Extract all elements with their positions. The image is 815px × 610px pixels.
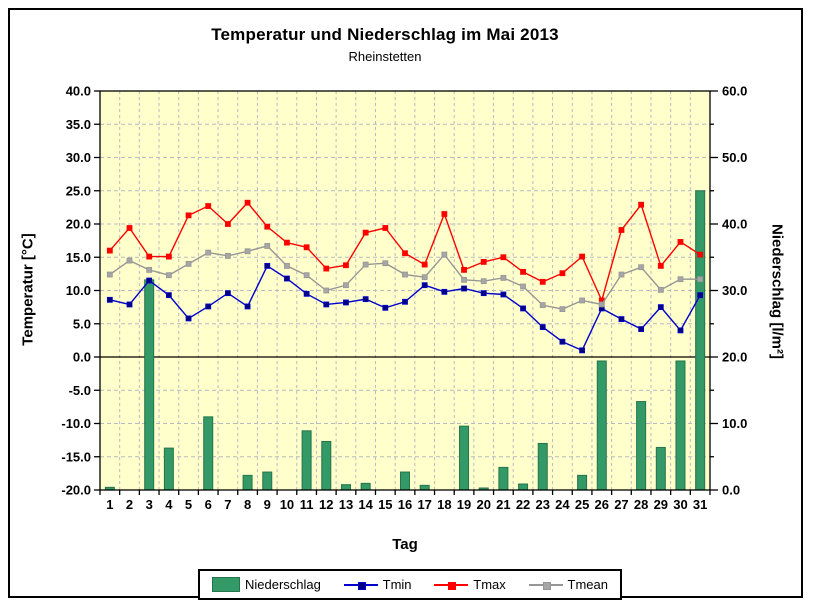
svg-text:16: 16 [398,497,412,512]
svg-text:40.0: 40.0 [722,217,747,232]
svg-text:50.0: 50.0 [722,150,747,165]
tmean-swatch [528,579,563,591]
chart-title: Temperatur und Niederschlag im Mai 2013 [211,25,559,44]
svg-text:25.0: 25.0 [66,183,91,198]
svg-text:30.0: 30.0 [722,283,747,298]
svg-text:19: 19 [457,497,471,512]
legend-item-tmean: Tmean [528,577,608,592]
x-axis-labels: 1 2 3 4 5 6 7 8 9 10 11 12 13 14 15 16 17 18 19 20 21 22 23 24 2… [106,497,707,512]
svg-text:5.0: 5.0 [73,316,91,331]
svg-text:28: 28 [634,497,648,512]
svg-text:31: 31 [693,497,707,512]
svg-text:20: 20 [476,497,490,512]
svg-text:35.0: 35.0 [66,117,91,132]
legend-label-niederschlag: Niederschlag [245,577,321,592]
svg-text:1: 1 [106,497,113,512]
svg-text:0.0: 0.0 [722,483,740,498]
legend-item-niederschlag: Niederschlag [212,577,321,592]
svg-text:40.0: 40.0 [66,84,91,99]
legend-label-tmean: Tmean [567,577,608,592]
svg-text:30.0: 30.0 [66,150,91,165]
svg-text:10: 10 [280,497,294,512]
svg-text:15: 15 [378,497,392,512]
svg-text:17: 17 [417,497,431,512]
svg-text:21: 21 [496,497,510,512]
svg-text:4: 4 [165,497,173,512]
svg-text:24: 24 [555,497,570,512]
svg-text:-5.0: -5.0 [69,383,91,398]
svg-text:10.0: 10.0 [66,283,91,298]
tmin-swatch [343,579,378,591]
line-tmax [106,199,704,304]
svg-text:20.0: 20.0 [66,217,91,232]
tmax-swatch [434,579,469,591]
svg-text:30: 30 [673,497,687,512]
axis-ticks [94,90,718,495]
svg-text:26: 26 [595,497,609,512]
legend-item-tmax: Tmax [434,577,506,592]
right-axis-title: Niederschlag [l/m²] [768,223,786,360]
svg-text:20.0: 20.0 [722,350,747,365]
left-axis-title: Temperatur [°C] [19,233,37,346]
svg-text:10.0: 10.0 [722,416,747,431]
svg-text:22: 22 [516,497,530,512]
legend-item-tmin: Tmin [343,577,412,592]
svg-text:12: 12 [319,497,333,512]
svg-text:0.0: 0.0 [73,350,91,365]
svg-text:2: 2 [126,497,133,512]
svg-text:-15.0: -15.0 [61,449,91,464]
svg-text:13: 13 [339,497,353,512]
svg-text:6: 6 [205,497,212,512]
right-axis-labels: 0.0 10.0 20.0 30.0 40.0 50.0 60.0 [722,84,747,498]
svg-text:-20.0: -20.0 [61,483,91,498]
svg-text:7: 7 [224,497,231,512]
svg-text:11: 11 [300,497,314,512]
left-axis-labels: -20.0 -15.0 -10.0 -5.0 0.0 5.0 10.0 15.0 20.0 25.… [61,84,91,498]
svg-text:60.0: 60.0 [722,84,747,99]
line-tmin [106,262,704,354]
legend: Niederschlag Tmin Tmax Tmean [198,569,622,600]
svg-text:3: 3 [146,497,153,512]
svg-text:9: 9 [264,497,271,512]
niederschlag-swatch [212,577,240,592]
svg-text:18: 18 [437,497,451,512]
svg-text:25: 25 [575,497,589,512]
svg-text:5: 5 [185,497,192,512]
line-tmean [106,243,704,313]
svg-text:-10.0: -10.0 [61,416,91,431]
svg-text:27: 27 [614,497,628,512]
bars-niederschlag [104,190,706,491]
legend-label-tmax: Tmax [473,577,506,592]
svg-text:8: 8 [244,497,251,512]
x-axis-title: Tag [392,536,418,553]
legend-label-tmin: Tmin [382,577,412,592]
gridlines [100,91,710,490]
svg-text:14: 14 [358,497,373,512]
svg-text:29: 29 [654,497,668,512]
svg-text:23: 23 [536,497,550,512]
svg-text:15.0: 15.0 [66,250,91,265]
chart-subtitle: Rheinstetten [348,49,422,64]
